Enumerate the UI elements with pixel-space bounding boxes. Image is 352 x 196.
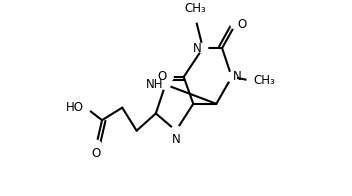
Text: O: O — [157, 70, 166, 83]
Circle shape — [247, 76, 257, 86]
Circle shape — [231, 19, 240, 29]
Text: HO: HO — [66, 101, 84, 114]
Circle shape — [227, 72, 237, 82]
Circle shape — [164, 72, 173, 82]
Text: N: N — [172, 133, 180, 146]
Text: CH₃: CH₃ — [184, 3, 206, 15]
Text: NH: NH — [146, 78, 164, 91]
Circle shape — [92, 140, 101, 150]
Text: N: N — [193, 42, 201, 55]
Text: CH₃: CH₃ — [254, 74, 276, 87]
Text: O: O — [92, 147, 101, 160]
Circle shape — [198, 43, 208, 53]
Circle shape — [161, 80, 170, 89]
Circle shape — [190, 13, 200, 22]
Circle shape — [81, 103, 90, 113]
Circle shape — [171, 126, 181, 135]
Text: O: O — [238, 18, 247, 31]
Text: N: N — [233, 70, 242, 83]
